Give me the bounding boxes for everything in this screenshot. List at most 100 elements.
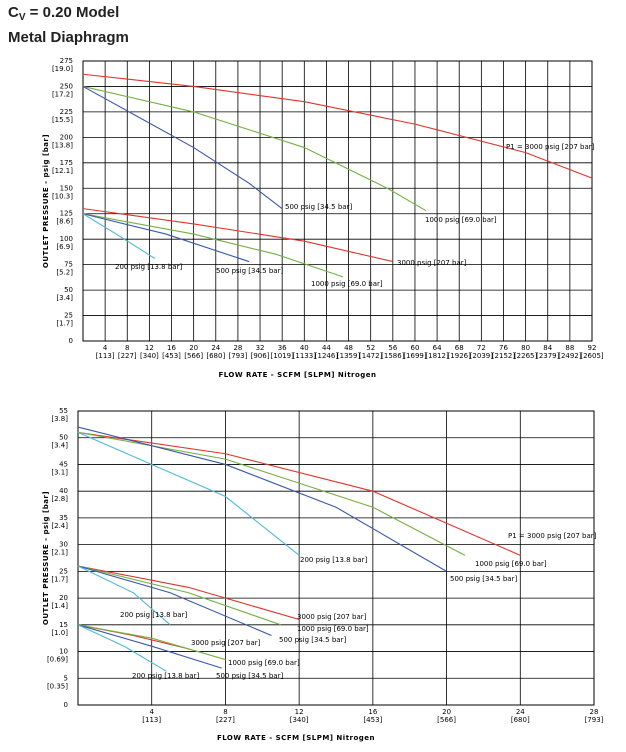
y-tick-sublabel: [13.8] — [52, 141, 73, 149]
y-tick-label: 225 — [60, 108, 73, 116]
curve-label: 500 psig [34.5 bar] — [216, 267, 283, 275]
curve — [82, 213, 250, 263]
y-tick-label: 75 — [64, 261, 73, 269]
y-tick-sublabel: [1.7] — [56, 320, 73, 328]
y-tick-label: 5 — [64, 674, 68, 682]
x-tick-label: 20 — [189, 344, 198, 352]
x-tick-sublabel: [566] — [184, 352, 203, 360]
x-tick-label: 8 — [125, 344, 129, 352]
y-tick-label: 0 — [69, 337, 73, 345]
curve-label: 500 psig [34.5 bar] — [450, 575, 517, 583]
curve-label: 1000 psig [69.0 bar] — [228, 659, 300, 667]
y-tick-label: 40 — [59, 487, 68, 495]
x-tick-sublabel: [1472] — [359, 352, 383, 360]
curve-label: 3000 psig [207 bar] — [297, 613, 367, 621]
curve-label: P1 = 3000 psig [207 bar] — [508, 532, 597, 540]
title-subscript: V — [19, 12, 26, 23]
curve — [77, 565, 281, 626]
x-tick-sublabel: [793] — [228, 352, 247, 360]
y-tick-sublabel: [3.4] — [56, 294, 73, 302]
y-tick-sublabel: [17.2] — [52, 90, 73, 98]
curve — [77, 624, 222, 669]
x-tick-sublabel: [1586] — [381, 352, 405, 360]
y-tick-sublabel: [15.5] — [52, 116, 73, 124]
x-tick-sublabel: [680] — [206, 352, 225, 360]
y-tick-label: 0 — [64, 701, 68, 709]
curve-label: 3000 psig [207 bar] — [191, 639, 261, 647]
x-tick-label: 4 — [149, 708, 154, 716]
x-tick-sublabel: [1812] — [425, 352, 449, 360]
x-tick-label: 84 — [543, 344, 552, 352]
curve — [77, 431, 466, 556]
curve-label: 1000 psig [69.0 bar] — [425, 216, 497, 224]
curve-label: 500 psig [34.5 bar] — [279, 636, 346, 644]
y-tick-label: 30 — [59, 541, 68, 549]
x-tick-label: 48 — [344, 344, 353, 352]
curve-label: 500 psig [34.5 bar] — [216, 672, 283, 680]
x-tick-sublabel: [2492] — [558, 352, 582, 360]
curve — [82, 85, 427, 212]
curve-label: 200 psig [13.8 bar] — [300, 556, 367, 564]
y-tick-label: 15 — [59, 621, 68, 629]
x-tick-sublabel: [1019] — [271, 352, 295, 360]
y-tick-label: 250 — [60, 82, 73, 90]
x-axis-title: FLOW RATE - SCFM [SLPM] Nitrogen — [218, 371, 376, 379]
curve — [82, 213, 344, 278]
x-tick-sublabel: [793] — [585, 716, 604, 724]
x-tick-sublabel: [2039] — [470, 352, 494, 360]
curve-label: 200 psig [13.8 bar] — [120, 611, 187, 619]
y-tick-label: 100 — [60, 235, 73, 243]
y-tick-label: 45 — [59, 460, 68, 468]
curve-label: 1000 psig [69.0 bar] — [311, 280, 383, 288]
curve — [77, 565, 272, 637]
x-tick-label: 8 — [223, 708, 227, 716]
x-tick-label: 40 — [300, 344, 309, 352]
y-tick-sublabel: [0.35] — [47, 682, 68, 690]
curve-label: 200 psig [13.8 bar] — [132, 672, 199, 680]
y-tick-label: 150 — [60, 184, 73, 192]
y-tick-label: 50 — [59, 434, 68, 442]
curve — [77, 431, 300, 556]
x-tick-sublabel: [1926] — [448, 352, 472, 360]
subtitle: Metal Diaphragm — [8, 29, 129, 46]
x-tick-label: 92 — [588, 344, 597, 352]
curve — [82, 208, 393, 263]
curve-label: 1000 psig [69.0 bar] — [297, 625, 369, 633]
x-tick-label: 64 — [433, 344, 442, 352]
x-tick-label: 72 — [477, 344, 486, 352]
y-tick-sublabel: [6.9] — [56, 243, 73, 251]
curve — [77, 426, 447, 572]
y-tick-sublabel: [2.1] — [51, 549, 68, 557]
y-axis-title: OUTLET PRESSURE - psig [bar] — [42, 134, 50, 268]
curve-label: 1000 psig [69.0 bar] — [475, 560, 547, 568]
x-tick-sublabel: [113] — [142, 716, 161, 724]
y-tick-label: 25 — [59, 567, 68, 575]
x-tick-label: 28 — [590, 708, 599, 716]
y-tick-label: 55 — [59, 407, 68, 415]
x-tick-sublabel: [1133] — [293, 352, 317, 360]
y-tick-label: 35 — [59, 514, 68, 522]
y-tick-label: 175 — [60, 159, 73, 167]
x-tick-sublabel: [1699] — [403, 352, 427, 360]
x-tick-sublabel: [340] — [140, 352, 159, 360]
y-tick-label: 200 — [60, 133, 73, 141]
title-symbol: C — [8, 4, 19, 21]
x-tick-sublabel: [453] — [363, 716, 382, 724]
x-tick-label: 56 — [388, 344, 397, 352]
x-axis-title: FLOW RATE - SCFM [SLPM] Nitrogen — [217, 734, 375, 742]
curve-label: 500 psig [34.5 bar] — [285, 203, 352, 211]
y-tick-sublabel: [3.8] — [51, 415, 68, 423]
x-tick-label: 68 — [455, 344, 464, 352]
y-tick-label: 20 — [59, 594, 68, 602]
x-tick-sublabel: [227] — [118, 352, 137, 360]
title-rest: = 0.20 Model — [26, 4, 120, 21]
x-tick-label: 36 — [278, 344, 287, 352]
curve-label: 200 psig [13.8 bar] — [115, 263, 182, 271]
x-tick-sublabel: [2379] — [536, 352, 560, 360]
x-tick-label: 28 — [233, 344, 242, 352]
x-tick-label: 52 — [366, 344, 375, 352]
x-tick-sublabel: [566] — [437, 716, 456, 724]
x-tick-sublabel: [113] — [96, 352, 115, 360]
y-tick-sublabel: [12.1] — [52, 167, 73, 175]
